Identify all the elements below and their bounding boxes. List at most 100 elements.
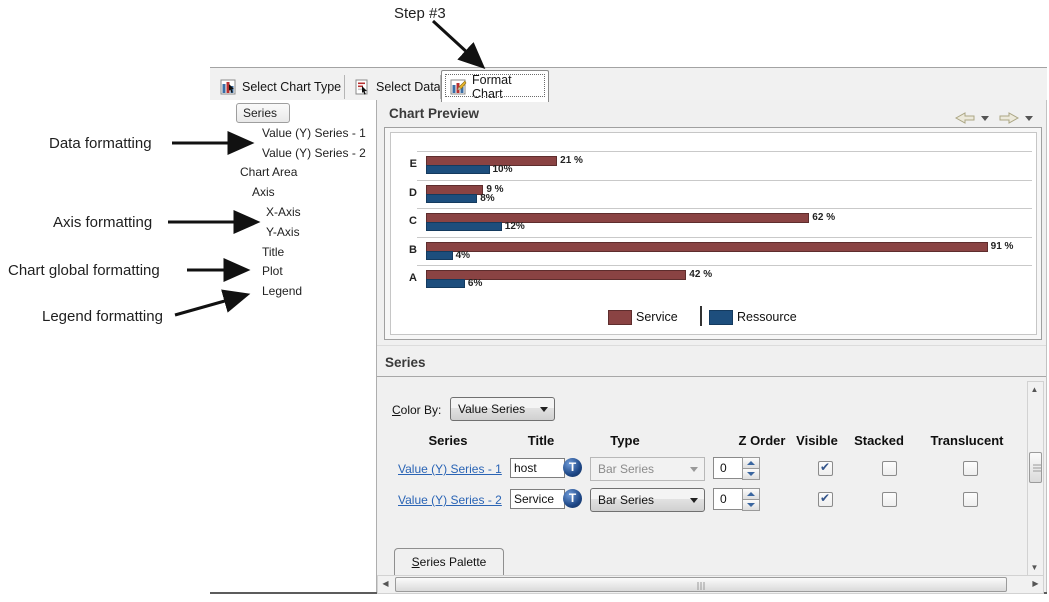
tree-item-value-y-series-2[interactable]: Value (Y) Series - 2 <box>262 145 366 160</box>
horizontal-scrollbar-thumb[interactable] <box>395 577 1007 592</box>
series-1-visible-checkbox[interactable] <box>818 460 833 476</box>
bar-blue <box>426 222 502 231</box>
series-1-title-input[interactable] <box>510 458 565 478</box>
annotation-chart-global-formatting: Chart global formatting <box>8 262 160 279</box>
series-1-translucent-checkbox[interactable] <box>963 461 978 476</box>
vertical-scrollbar[interactable]: ▲ ▼ <box>1027 381 1044 576</box>
z-order-value[interactable]: 0 <box>713 488 748 510</box>
series-2-type-dropdown[interactable]: Bar Series <box>590 488 705 512</box>
bar-red <box>426 213 810 223</box>
tree-item-plot[interactable]: Plot <box>262 264 283 279</box>
dropdown-arrow-icon <box>690 467 698 472</box>
tab-label: Select Chart Type <box>242 80 342 94</box>
series-2-stacked-checkbox[interactable] <box>882 492 897 507</box>
bar-red <box>426 270 687 280</box>
tree-item-value-y-series-1[interactable]: Value (Y) Series - 1 <box>262 125 366 140</box>
select-chart-type-icon <box>220 79 236 95</box>
col-header-series: Series <box>428 433 468 448</box>
spinner-down-icon[interactable] <box>742 499 760 511</box>
cat-label: A <box>409 272 417 284</box>
preview-nav-buttons <box>954 112 1033 124</box>
dropdown-arrow-icon <box>690 498 698 503</box>
bar-label: 91 % <box>990 240 1014 252</box>
tree-item-series[interactable]: Series <box>243 106 278 120</box>
tree-item-x-axis[interactable]: X-Axis <box>266 205 301 219</box>
tab-format-chart[interactable]: Format Chart <box>441 70 549 102</box>
scroll-left-icon[interactable]: ◀ <box>378 576 393 591</box>
tree-item-chart-area[interactable]: Chart Area <box>240 165 298 180</box>
tree-item-axis[interactable]: Axis <box>252 185 275 200</box>
grid-line <box>417 265 1032 266</box>
series-1-link[interactable]: Value (Y) Series - 1 <box>398 462 502 476</box>
series-palette-label: Series Palette <box>411 555 487 569</box>
color-by-dropdown[interactable]: Value Series <box>450 397 555 421</box>
tab-select-data[interactable]: Select Data <box>346 74 449 100</box>
bar-label: 21 % <box>560 155 583 166</box>
tree-item-title[interactable]: Title <box>262 244 285 259</box>
series-2-visible-checkbox[interactable] <box>818 491 833 507</box>
tree-item-y-axis[interactable]: Y-Axis <box>266 224 300 239</box>
bar-blue <box>426 165 490 174</box>
select-data-icon <box>355 79 368 95</box>
tab-strip: Select Chart Type Select Data <box>210 67 1047 102</box>
tab-select-chart-type[interactable]: Select Chart Type <box>212 74 349 100</box>
series-2-expression-builder-icon[interactable]: T <box>563 489 582 508</box>
chart-preview-canvas: Service Ressource E 21 % 10% D 9 % 8% C 62 % 12%… <box>390 132 1037 335</box>
bar-red <box>426 156 558 166</box>
grid-line <box>417 179 1032 181</box>
chart-preview-title: Chart Preview <box>389 106 480 121</box>
legend-swatch-ressource <box>709 310 733 325</box>
series-section-rule <box>377 376 1046 377</box>
forward-arrow-icon[interactable] <box>999 112 1020 124</box>
bar-label: 9 % <box>486 183 504 195</box>
back-arrow-icon[interactable] <box>954 112 975 124</box>
series-2-link[interactable]: Value (Y) Series - 2 <box>398 493 502 507</box>
legend-divider <box>700 306 702 326</box>
legend-label-service: Service <box>636 310 678 324</box>
series-1-type-dropdown: Bar Series <box>590 457 705 481</box>
dropdown-arrow-icon <box>540 407 548 412</box>
tree-item-legend[interactable]: Legend <box>262 284 303 299</box>
bar-label: 10% <box>492 164 513 175</box>
color-by-label: Color By: <box>392 403 442 417</box>
cat-label: D <box>409 186 417 199</box>
tab-separator <box>440 75 441 99</box>
horizontal-scrollbar[interactable]: ◀ ▶ <box>377 575 1044 594</box>
series-2-z-order-spinner[interactable]: 0 <box>713 488 760 511</box>
scroll-right-icon[interactable]: ▶ <box>1028 576 1043 591</box>
cat-label: B <box>409 243 417 256</box>
spinner-down-icon[interactable] <box>742 468 760 480</box>
col-header-translucent: Translucent <box>930 433 1004 448</box>
back-dropdown-icon[interactable] <box>981 116 989 121</box>
bar-label: 42 % <box>689 269 713 280</box>
col-header-stacked: Stacked <box>854 433 904 448</box>
series-palette-tab[interactable]: Series Palette <box>394 548 504 575</box>
series-1-stacked-checkbox[interactable] <box>882 461 897 476</box>
scroll-down-icon[interactable]: ▼ <box>1028 560 1041 575</box>
series-2-translucent-checkbox[interactable] <box>963 492 978 507</box>
forward-dropdown-icon[interactable] <box>1025 116 1033 121</box>
bar-blue <box>426 193 478 203</box>
series-1-expression-builder-icon[interactable]: T <box>563 458 582 477</box>
series-1-z-order-spinner[interactable]: 0 <box>713 457 760 480</box>
col-header-title: Title <box>527 433 555 448</box>
tab-label: Format Chart <box>472 72 512 101</box>
cat-label: E <box>409 158 417 170</box>
tab-separator <box>344 75 345 99</box>
bar-label: 6% <box>467 278 483 289</box>
vertical-scrollbar-thumb[interactable] <box>1029 452 1042 483</box>
grid-line <box>417 151 1032 152</box>
step-annotation: Step #3 <box>394 5 446 22</box>
series-2-title-input[interactable] <box>510 489 565 509</box>
legend-label-ressource: Ressource <box>737 310 797 324</box>
bar-red <box>426 241 988 252</box>
col-header-z-order: Z Order <box>738 433 786 448</box>
grid-line <box>417 208 1032 209</box>
bar-label: 8% <box>480 192 495 204</box>
format-chart-icon <box>450 79 467 94</box>
annotation-legend-formatting: Legend formatting <box>42 308 163 325</box>
legend-swatch-service <box>608 310 632 325</box>
cat-label: C <box>409 215 417 227</box>
scroll-up-icon[interactable]: ▲ <box>1028 382 1041 397</box>
